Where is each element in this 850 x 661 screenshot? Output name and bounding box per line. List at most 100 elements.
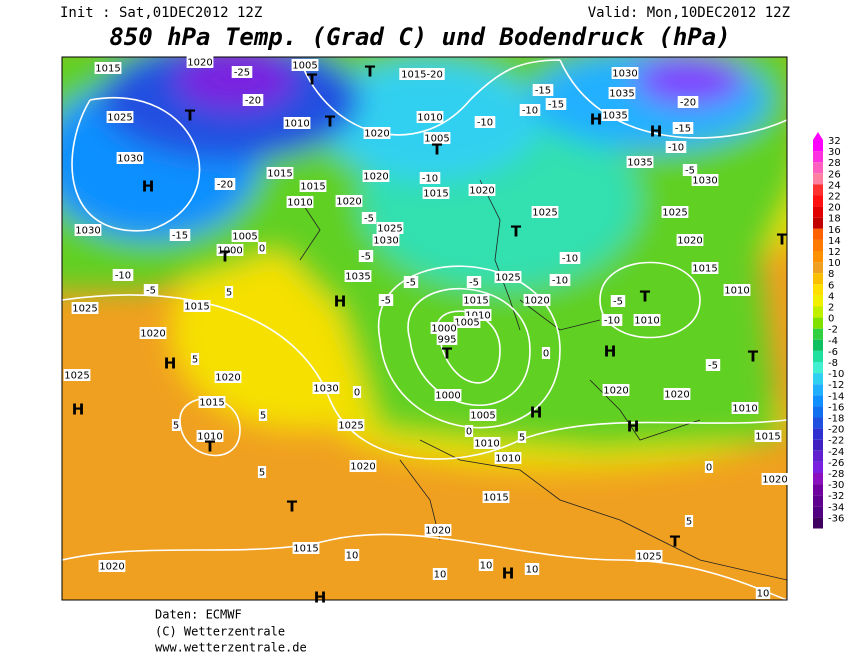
isoline-label: -5 (613, 297, 623, 308)
label-box (399, 68, 445, 80)
label-box (372, 234, 400, 246)
isoline-label: -15 (172, 231, 188, 242)
isoline-label: 1030 (373, 236, 398, 247)
label-box (242, 94, 264, 106)
label-box (663, 388, 691, 400)
label-box (335, 195, 363, 207)
isoline-label: 0 (706, 463, 712, 474)
pressure-center: T (777, 231, 788, 249)
colorbar-swatch (813, 140, 823, 152)
isoline-label: 1025 (64, 371, 89, 382)
label-box (106, 111, 134, 123)
label-box (190, 353, 200, 365)
isoline-label: 1020 (762, 475, 787, 486)
colorbar-label: -20 (828, 425, 844, 436)
isoline-label: 1020 (99, 562, 124, 573)
pressure-center: H (604, 343, 617, 361)
isoline-label: 1025 (495, 273, 520, 284)
isoline-label: -10 (115, 271, 131, 282)
label-box (258, 409, 268, 421)
label-box (214, 178, 236, 190)
isoline-label: 1010 (724, 286, 749, 297)
isoline-label: 1020 (364, 129, 389, 140)
pressure-center: H (72, 401, 85, 419)
pressure-center: T (640, 288, 651, 306)
label-box (349, 460, 377, 472)
isoline-label: 0 (259, 244, 265, 255)
isoline-label: 1010 (197, 432, 222, 443)
isoline-label: 1025 (377, 224, 402, 235)
colorbar-swatch (813, 317, 823, 329)
isoline-label: 1015 (463, 296, 488, 307)
label-box (682, 164, 698, 176)
isoline-label: 1020 (140, 329, 165, 340)
isoline-label: 1005 (292, 61, 317, 72)
colorbar-swatch (813, 384, 823, 396)
isoline-label: -20 (680, 98, 696, 109)
label-box (532, 84, 554, 96)
label-box (601, 109, 629, 121)
label-box (474, 116, 496, 128)
label-box (344, 549, 360, 561)
label-box (469, 409, 497, 421)
pressure-center: T (365, 63, 376, 81)
label-box (466, 276, 482, 288)
pressure-center: H (142, 178, 155, 196)
label-box (186, 56, 214, 68)
label-box (74, 224, 102, 236)
colorbar-label: 22 (828, 192, 841, 203)
label-box (434, 389, 462, 401)
label-box (684, 515, 694, 527)
pressure-center: H (590, 111, 603, 129)
label-box (257, 242, 267, 254)
colorbar-swatch (813, 306, 823, 318)
isoline-label: 1030 (313, 384, 338, 395)
label-box (363, 127, 391, 139)
colorbar-label: -32 (828, 491, 844, 502)
isoline-label: -5 (469, 278, 479, 289)
pressure-center: T (307, 71, 318, 89)
isoline-label: 1030 (75, 226, 100, 237)
label-box (494, 452, 522, 464)
label-box (424, 524, 452, 536)
label-box (378, 294, 394, 306)
colorbar-swatch (813, 473, 823, 485)
isoline-label: 1015 (267, 169, 292, 180)
colorbar-swatch (813, 273, 823, 285)
label-box (376, 222, 404, 234)
isoline-label: -15 (675, 124, 691, 135)
isoline-label: 1010 (474, 439, 499, 450)
pressure-center: H (314, 589, 327, 607)
label-box (436, 333, 458, 345)
isoline-label: 1015 (483, 493, 508, 504)
label-box (611, 67, 639, 79)
label-box (464, 425, 474, 437)
label-box (473, 437, 501, 449)
valid-time: Valid: Mon,10DEC2012 12Z (588, 5, 790, 21)
isoline-label: 1020 (524, 296, 549, 307)
isoline-label: 10 (480, 561, 493, 572)
pressure-center: T (287, 498, 298, 516)
isoline-label: 1020 (603, 386, 628, 397)
isoline-label: -10 (477, 118, 493, 129)
label-box (71, 302, 99, 314)
isoline-label: 1025 (72, 304, 97, 315)
isoline-label: 1010 (417, 113, 442, 124)
label-box (416, 111, 444, 123)
colorbar-label: 10 (828, 258, 841, 269)
colorbar-swatch (813, 450, 823, 462)
isoline-label: 1015 (692, 264, 717, 275)
isoline-label: -20 (245, 96, 261, 107)
isoline-label: 5 (259, 468, 265, 479)
isoline-label: 1035 (345, 272, 370, 283)
isoline-label: -5 (406, 278, 416, 289)
colorbar-label: -18 (828, 414, 844, 425)
colorbar-label: -14 (828, 391, 844, 402)
pressure-center: T (205, 438, 216, 456)
isoline-label: -25 (234, 68, 250, 79)
pressure-center: H (164, 355, 177, 373)
label-box (524, 563, 540, 575)
label-box (494, 271, 522, 283)
label-box (283, 117, 311, 129)
